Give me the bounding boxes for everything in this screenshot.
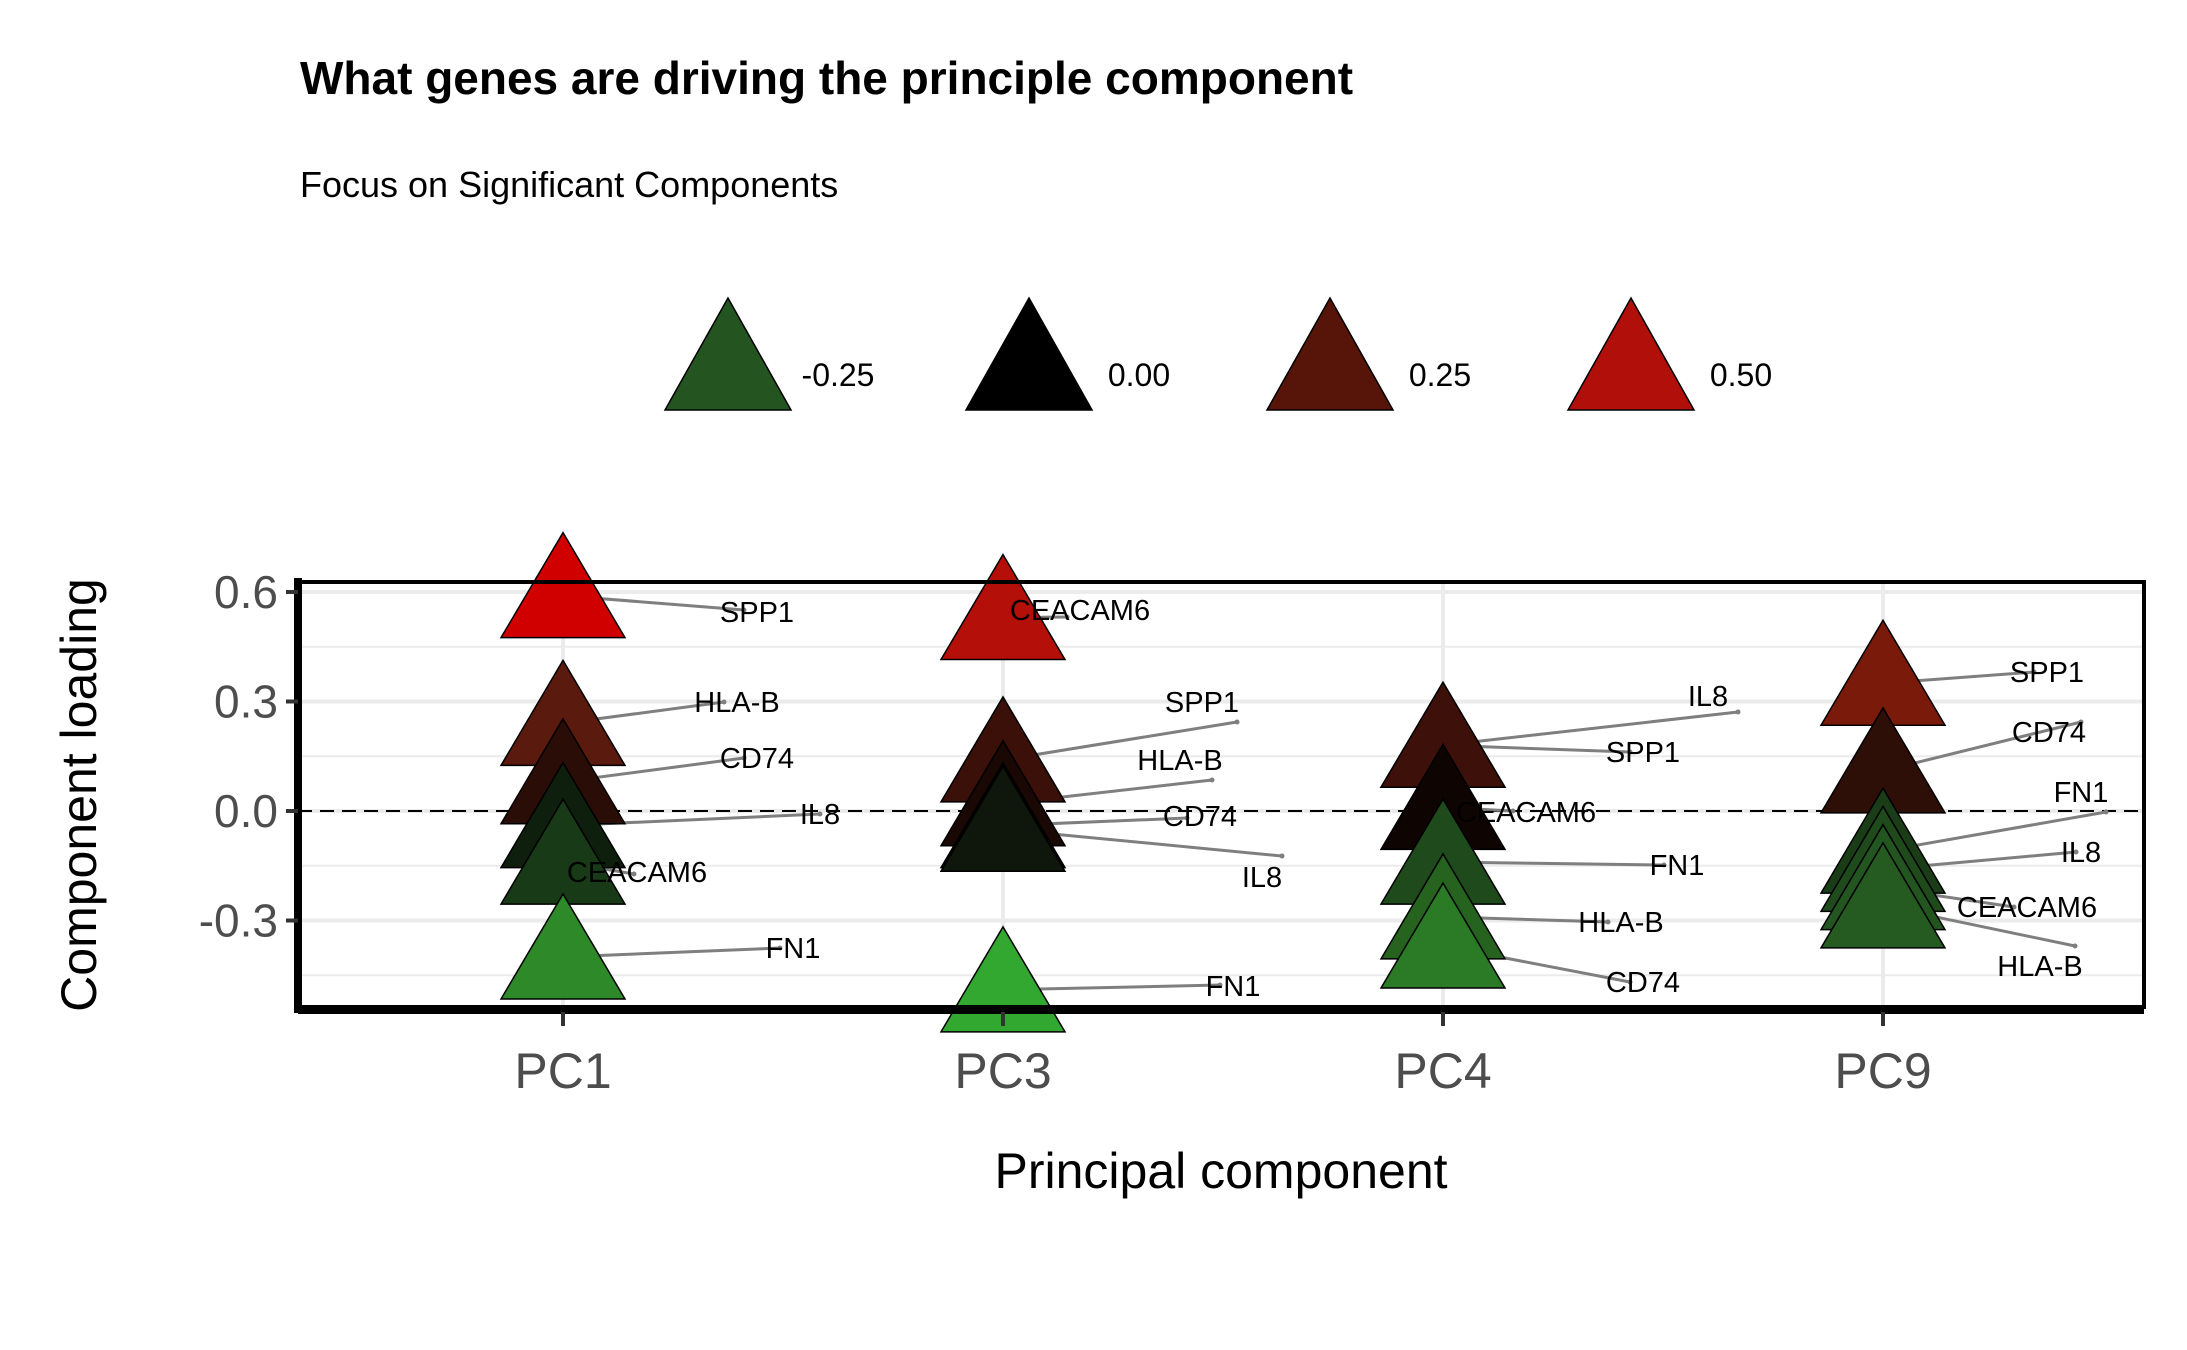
label-leader-line (1442, 710, 1739, 747)
x-tick-label: PC9 (1834, 1043, 1931, 1099)
gene-label: CD74 (2012, 717, 2086, 749)
gene-label: IL8 (800, 799, 840, 831)
gene-label: FN1 (1206, 971, 1261, 1003)
label-leader-dot (1209, 777, 1215, 783)
gene-label: HLA-B (1578, 907, 1663, 939)
data-points (499, 531, 1947, 1033)
gene-label: FN1 (766, 933, 821, 965)
x-axis: PC1 PC3 PC4 PC9 (514, 1012, 1932, 1099)
y-tick-label: 0.0 (214, 785, 278, 837)
y-axis: 0.6 0.3 0.0 -0.3 (199, 566, 298, 947)
x-tick-label: PC1 (514, 1043, 611, 1099)
legend-label: 0.50 (1710, 357, 1772, 393)
x-axis-title: Principal component (994, 1143, 1447, 1199)
gene-label: IL8 (2061, 837, 2101, 869)
label-leader-dot (631, 871, 637, 877)
gene-label: CD74 (720, 743, 794, 775)
label-leader-dot (2073, 849, 2079, 855)
y-axis-title: Component loading (51, 578, 107, 1012)
label-leader-dot (1510, 808, 1516, 814)
gene-label: FN1 (2054, 777, 2109, 809)
label-leader-dot (1279, 853, 1285, 859)
label-leader-dot (721, 699, 727, 705)
gene-label: SPP1 (2010, 657, 2084, 689)
gene-label: IL8 (1688, 681, 1728, 713)
legend-swatch (964, 296, 1094, 411)
legend-swatch (1265, 296, 1395, 411)
gene-label: CEACAM6 (1456, 797, 1596, 829)
label-leader-line (1882, 810, 2107, 853)
x-tick-label: PC3 (954, 1043, 1051, 1099)
label-leader-dot (1627, 749, 1633, 755)
gene-label: CD74 (1163, 801, 1237, 833)
y-tick-label: 0.6 (214, 566, 278, 618)
label-leader-dot (1605, 919, 1611, 925)
label-leader-dot (2078, 719, 2084, 725)
label-leader-dot (2031, 669, 2037, 675)
gene-label: FN1 (1650, 850, 1705, 882)
legend-swatch (1566, 296, 1696, 411)
label-leader-dot (741, 607, 747, 613)
gene-label: CEACAM6 (567, 857, 707, 889)
gene-label: SPP1 (720, 597, 794, 629)
legend: -0.25 0.00 0.25 0.50 (663, 296, 1772, 411)
label-leader-dot (1661, 862, 1667, 868)
y-tick-label: -0.3 (199, 895, 278, 947)
legend-label: -0.25 (802, 357, 875, 393)
legend-label: 0.25 (1409, 357, 1471, 393)
y-tick-label: 0.3 (214, 676, 278, 728)
gene-labels: SPP1HLA-BCD74IL8CEACAM6FN1CEACAM6SPP1HLA… (567, 595, 2109, 1003)
data-point-triangle (1819, 841, 1947, 949)
label-leader-dot (1234, 719, 1240, 725)
label-leader-line (1002, 720, 1238, 762)
label-leader-dot (817, 811, 823, 817)
data-point-triangle (939, 764, 1067, 872)
label-leader-dot (1217, 982, 1223, 988)
gene-label: CEACAM6 (1957, 892, 2097, 924)
legend-label: 0.00 (1108, 357, 1170, 393)
legend-swatch (663, 296, 793, 411)
plot-area: SPP1HLA-BCD74IL8CEACAM6FN1CEACAM6SPP1HLA… (294, 531, 2146, 1033)
gene-label: IL8 (1242, 862, 1282, 894)
label-leader-dot (1184, 815, 1190, 821)
chart-title: What genes are driving the principle com… (300, 52, 1353, 104)
data-point-triangle (499, 892, 627, 1000)
label-leader-dot (741, 755, 747, 761)
gene-label: HLA-B (1997, 951, 2082, 983)
label-leader-dot (1627, 979, 1633, 985)
data-point-triangle (499, 531, 627, 639)
label-leader-dot (2103, 809, 2109, 815)
chart-subtitle: Focus on Significant Components (300, 164, 838, 205)
gene-label: SPP1 (1606, 737, 1680, 769)
gene-label: SPP1 (1165, 687, 1239, 719)
label-leader-dot (2011, 904, 2017, 910)
label-leader-dot (2072, 943, 2078, 949)
gene-label: HLA-B (1137, 745, 1222, 777)
data-point-triangle (939, 553, 1067, 661)
label-leader-dot (777, 945, 783, 951)
data-point-triangle (1379, 881, 1507, 989)
gene-label: HLA-B (694, 687, 779, 719)
x-tick-label: PC4 (1394, 1043, 1491, 1099)
label-leader-dot (1064, 614, 1070, 620)
label-leader-dot (1735, 709, 1741, 715)
gene-label: CD74 (1606, 967, 1680, 999)
gene-label: CEACAM6 (1010, 595, 1150, 627)
